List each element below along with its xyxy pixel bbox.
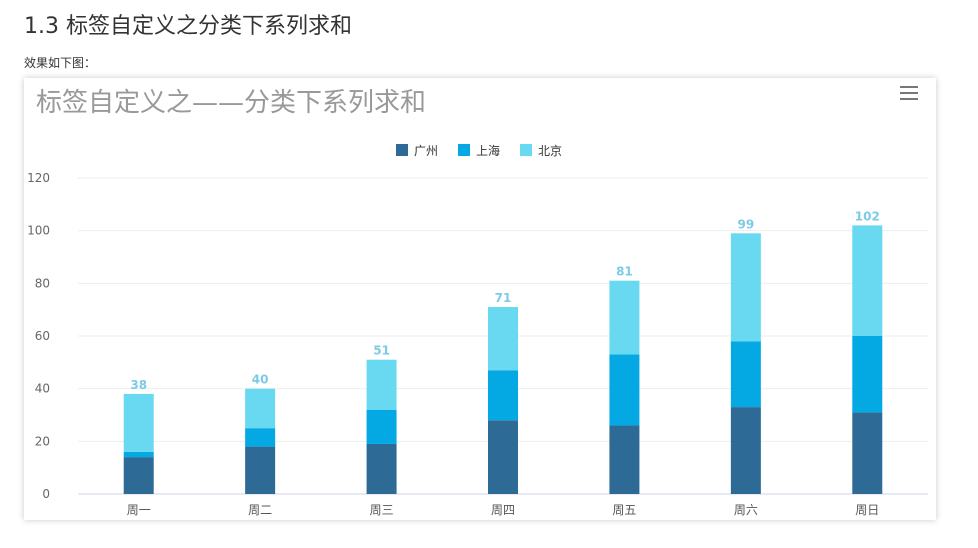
x-tick-label: 周六	[734, 503, 758, 517]
bar-2	[852, 336, 883, 413]
legend-swatch	[520, 144, 532, 156]
bar-1	[609, 425, 640, 494]
x-tick-label: 周一	[127, 503, 151, 517]
total-label: 81	[616, 265, 633, 279]
bar-3	[488, 307, 518, 371]
bar-3	[852, 225, 883, 336]
x-tick-label: 周日	[855, 503, 879, 517]
bar-1	[245, 446, 276, 494]
bar-1	[852, 412, 883, 494]
bar-3	[123, 393, 154, 452]
y-tick-label: 100	[27, 224, 50, 238]
x-tick-label: 周三	[370, 503, 394, 517]
total-label: 71	[495, 291, 512, 305]
menu-icon[interactable]	[900, 86, 918, 100]
x-tick-label: 周二	[248, 503, 272, 517]
bar-2	[366, 409, 397, 444]
y-tick-label: 0	[42, 487, 50, 501]
legend-label: 上海	[476, 143, 500, 158]
bar-1	[488, 420, 518, 494]
bar-2	[123, 451, 154, 458]
bar-1	[730, 407, 761, 494]
bar-3	[366, 359, 397, 410]
x-tick-label: 周五	[612, 503, 636, 517]
bar-3	[245, 388, 276, 429]
chart-title: 标签自定义之——分类下系列求和	[36, 88, 427, 118]
chart-plot: 0 20 40 60 80 100 120 38 周一 40 周二 51 周三 71 周四 81 周五 99 周六 1…	[27, 143, 928, 517]
bar-2	[488, 370, 518, 421]
total-label: 102	[855, 209, 880, 223]
legend-swatch	[396, 144, 408, 156]
chart-card: 标签自定义之——分类下系列求和 0 20 40 60 80 100 120 38 周一 40 周二 5…	[24, 78, 936, 520]
bar-3	[730, 233, 761, 342]
total-label: 51	[373, 344, 390, 358]
bar-2	[245, 428, 276, 447]
bar-1	[123, 457, 154, 494]
y-tick-label: 80	[35, 276, 50, 290]
legend-swatch	[458, 144, 470, 156]
y-tick-label: 20	[35, 434, 50, 448]
bar-2	[609, 354, 640, 426]
legend-label: 广州	[414, 144, 438, 158]
y-tick-label: 40	[35, 382, 50, 396]
section-heading: 1.3 标签自定义之分类下系列求和	[24, 14, 352, 39]
total-label: 40	[252, 373, 269, 387]
legend-label: 北京	[538, 144, 562, 158]
y-tick-label: 120	[27, 171, 50, 185]
total-label: 38	[130, 378, 147, 392]
intro-text: 效果如下图：	[24, 56, 97, 70]
y-tick-label: 60	[35, 329, 50, 343]
total-label: 99	[738, 217, 755, 231]
bar-3	[609, 280, 640, 355]
x-tick-label: 周四	[491, 503, 515, 517]
bar-2	[730, 341, 761, 408]
bar-1	[366, 443, 397, 494]
